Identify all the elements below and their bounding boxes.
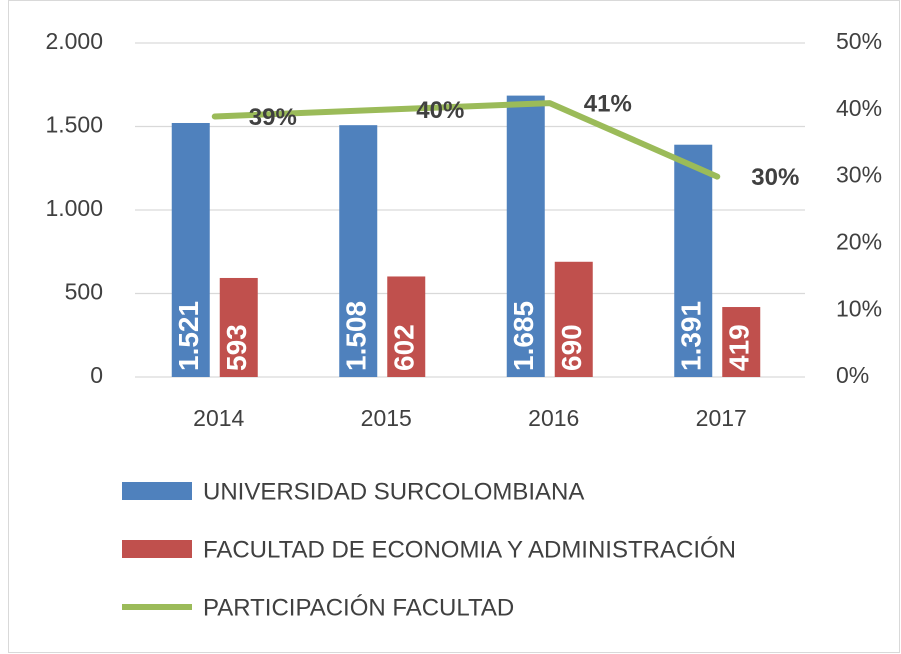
y2-tick-label: 0% [836, 362, 869, 388]
bar-value-label: 419 [724, 324, 755, 371]
line-value-label: 40% [416, 97, 464, 124]
line-value-label: 41% [584, 90, 632, 117]
y2-tick-label: 10% [836, 295, 882, 321]
y2-tick-label: 20% [836, 228, 882, 254]
bar-value-label: 1.685 [508, 301, 539, 371]
bar [506, 95, 545, 377]
bar-value-label: 690 [556, 324, 587, 371]
bar [339, 125, 378, 377]
bar [171, 122, 210, 377]
y2-tick-label: 50% [836, 28, 882, 54]
line-value-label: 39% [249, 104, 297, 131]
x-tick-label: 2017 [696, 405, 747, 431]
bar [387, 276, 426, 377]
y-tick-label: 1.500 [45, 112, 103, 138]
x-tick-label: 2016 [528, 405, 579, 431]
legend-swatch [122, 482, 192, 500]
bar-value-label: 602 [389, 324, 420, 371]
bar [554, 261, 593, 377]
bar-value-label: 1.521 [173, 301, 204, 371]
y-tick-label: 2.000 [45, 28, 103, 54]
y2-tick-label: 30% [836, 162, 882, 188]
y-tick-label: 500 [65, 279, 103, 305]
y-tick-label: 1.000 [45, 195, 103, 221]
y-tick-label: 0 [90, 362, 103, 388]
x-tick-label: 2015 [361, 405, 412, 431]
legend-label: FACULTAD DE ECONOMIA Y ADMINISTRACIÓN [203, 536, 736, 563]
line-value-label: 30% [751, 164, 799, 191]
bar-value-label: 1.508 [341, 301, 372, 371]
legend-label: PARTICIPACIÓN FACULTAD [203, 594, 514, 621]
bar [722, 307, 761, 377]
legend-label: UNIVERSIDAD SURCOLOMBIANA [203, 478, 584, 505]
line [211, 100, 721, 180]
bar [674, 144, 713, 377]
y2-tick-label: 40% [836, 95, 882, 121]
bar-value-label: 1.391 [676, 301, 707, 371]
legend-swatch [122, 540, 192, 558]
bar [219, 277, 258, 377]
x-tick-label: 2014 [193, 405, 244, 431]
bar-value-label: 593 [221, 324, 252, 371]
